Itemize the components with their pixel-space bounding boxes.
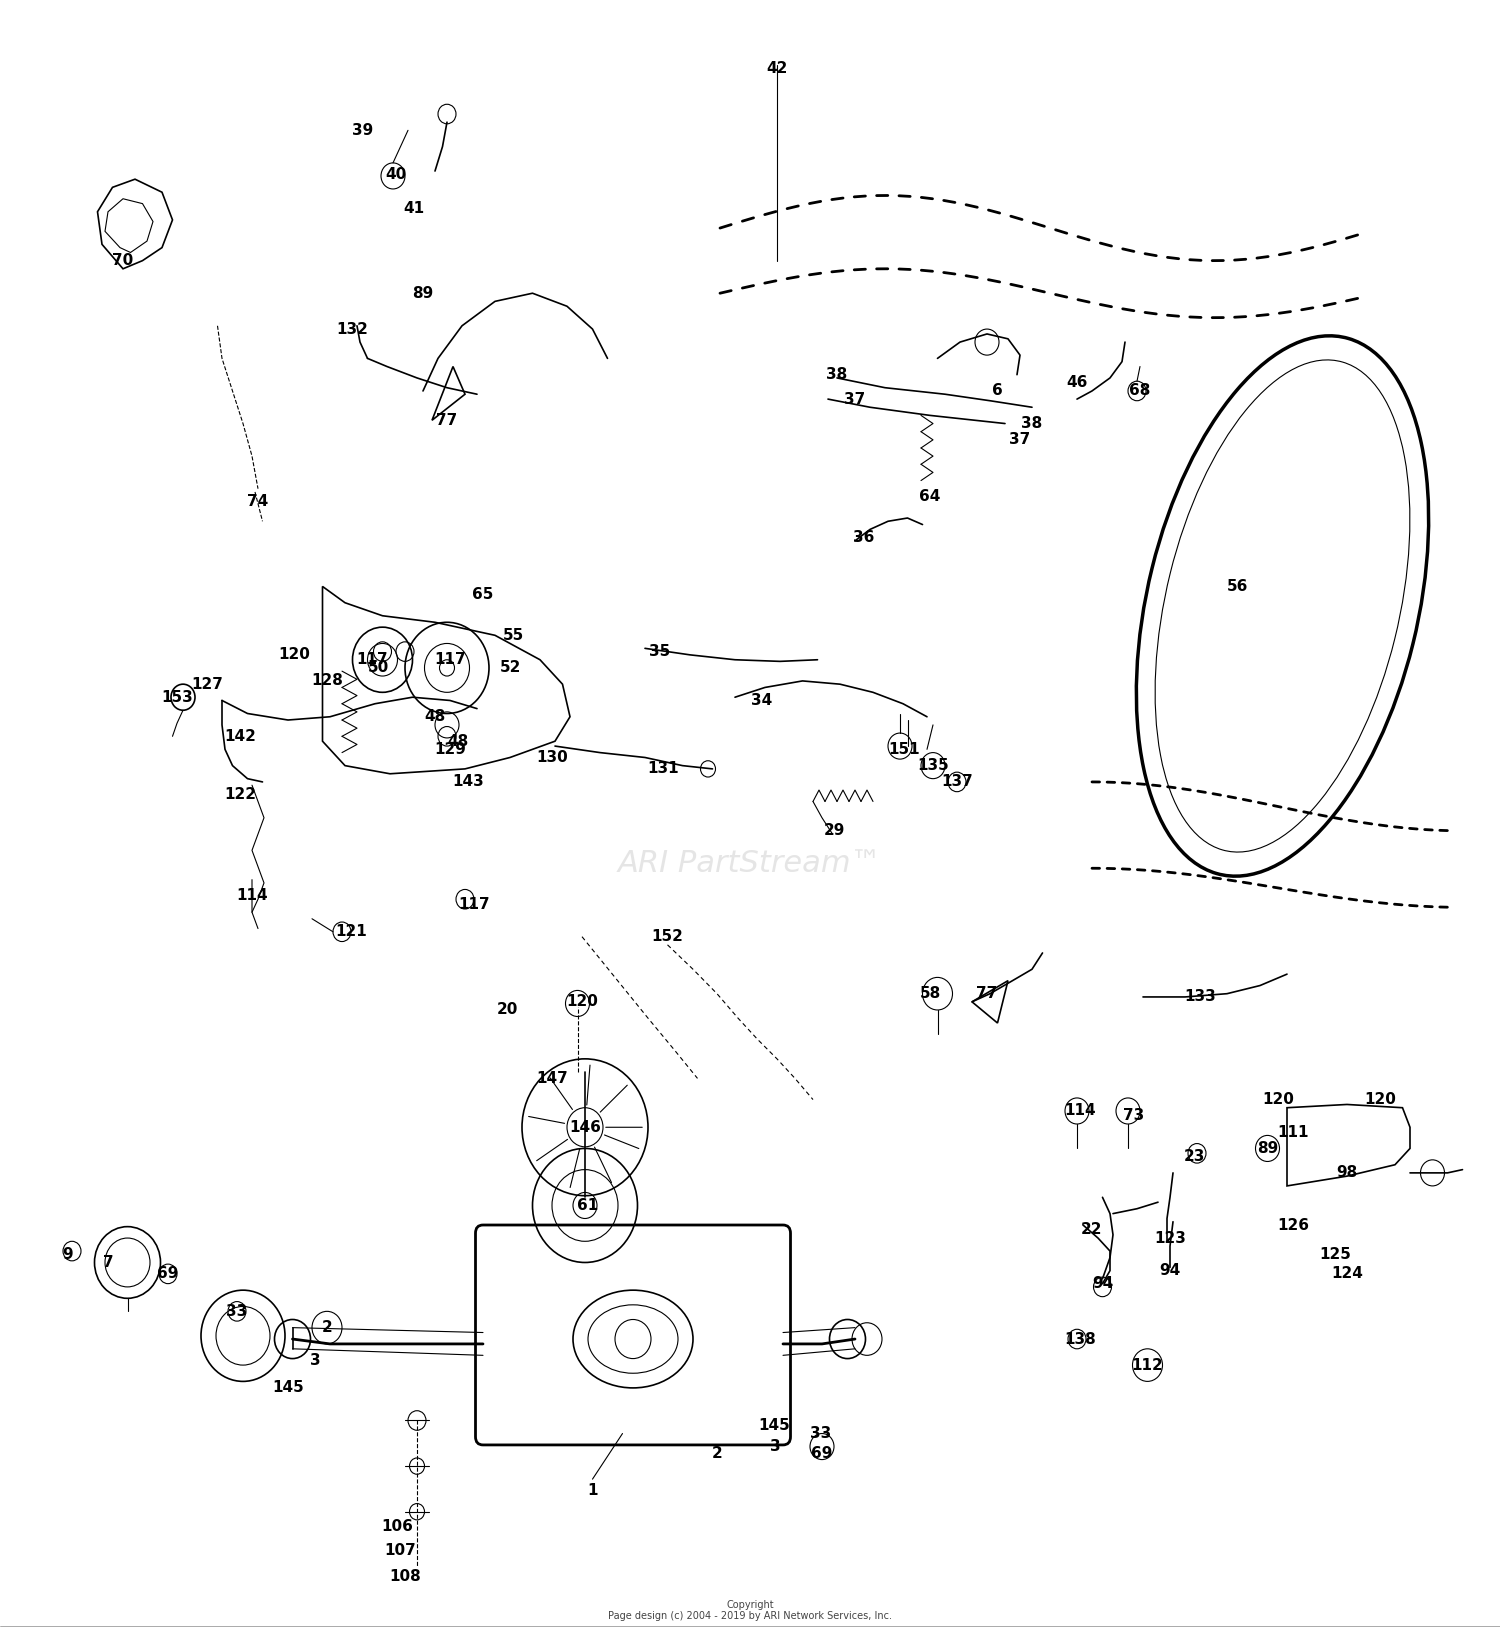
Text: 120: 120 bbox=[566, 994, 598, 1010]
Text: 114: 114 bbox=[236, 888, 268, 904]
Text: 123: 123 bbox=[1154, 1230, 1186, 1246]
Text: 39: 39 bbox=[352, 122, 374, 138]
Text: 9: 9 bbox=[62, 1246, 74, 1262]
Text: 1: 1 bbox=[588, 1482, 597, 1499]
Text: 117: 117 bbox=[458, 896, 490, 912]
Text: 52: 52 bbox=[500, 660, 520, 676]
Text: 33: 33 bbox=[226, 1303, 248, 1319]
Text: 41: 41 bbox=[404, 200, 424, 217]
Text: 106: 106 bbox=[381, 1518, 414, 1535]
Text: 145: 145 bbox=[758, 1417, 790, 1434]
Text: 56: 56 bbox=[1227, 578, 1248, 595]
Text: 135: 135 bbox=[916, 757, 950, 774]
Text: 6: 6 bbox=[992, 383, 1004, 399]
Text: 146: 146 bbox=[568, 1119, 602, 1135]
Text: 130: 130 bbox=[536, 749, 568, 766]
Text: 124: 124 bbox=[1330, 1266, 1364, 1282]
Text: 20: 20 bbox=[496, 1002, 517, 1018]
Text: 40: 40 bbox=[386, 166, 406, 182]
Text: 23: 23 bbox=[1184, 1148, 1204, 1165]
Text: 126: 126 bbox=[1276, 1217, 1310, 1233]
Text: 114: 114 bbox=[1064, 1103, 1096, 1119]
Text: 77: 77 bbox=[436, 412, 457, 428]
Text: 145: 145 bbox=[272, 1380, 304, 1396]
Text: 3: 3 bbox=[309, 1352, 321, 1368]
Text: 69: 69 bbox=[158, 1266, 178, 1282]
Text: 107: 107 bbox=[384, 1543, 417, 1559]
Text: 108: 108 bbox=[388, 1569, 422, 1585]
Text: 46: 46 bbox=[1066, 375, 1088, 391]
Text: 120: 120 bbox=[1262, 1091, 1294, 1108]
Text: 129: 129 bbox=[433, 741, 466, 757]
Text: 89: 89 bbox=[1257, 1140, 1278, 1157]
Text: 117: 117 bbox=[433, 652, 466, 668]
Text: 68: 68 bbox=[1130, 383, 1150, 399]
Text: 61: 61 bbox=[578, 1197, 598, 1214]
Text: 42: 42 bbox=[766, 60, 788, 77]
Text: 35: 35 bbox=[650, 643, 670, 660]
Text: 132: 132 bbox=[336, 321, 369, 337]
Text: 37: 37 bbox=[844, 391, 865, 407]
Text: 22: 22 bbox=[1082, 1222, 1102, 1238]
Text: 33: 33 bbox=[810, 1425, 831, 1442]
Text: 70: 70 bbox=[112, 252, 134, 269]
Text: 77: 77 bbox=[976, 986, 998, 1002]
Text: 147: 147 bbox=[536, 1070, 568, 1087]
Text: 143: 143 bbox=[452, 774, 484, 790]
Text: 48: 48 bbox=[424, 709, 445, 725]
Text: 3: 3 bbox=[770, 1438, 782, 1455]
Text: 151: 151 bbox=[888, 741, 921, 757]
Text: 94: 94 bbox=[1160, 1262, 1180, 1279]
Text: 48: 48 bbox=[447, 733, 468, 749]
Text: 65: 65 bbox=[472, 586, 494, 603]
Text: 120: 120 bbox=[1364, 1091, 1396, 1108]
Text: 58: 58 bbox=[920, 986, 940, 1002]
Text: 111: 111 bbox=[1276, 1124, 1308, 1140]
Text: 117: 117 bbox=[356, 652, 388, 668]
Text: 153: 153 bbox=[160, 689, 194, 705]
Text: 138: 138 bbox=[1064, 1331, 1096, 1347]
Text: 73: 73 bbox=[1124, 1108, 1144, 1124]
Text: 29: 29 bbox=[824, 823, 844, 839]
Text: 137: 137 bbox=[940, 774, 974, 790]
Text: 69: 69 bbox=[812, 1445, 832, 1461]
Text: 50: 50 bbox=[368, 660, 388, 676]
Text: 142: 142 bbox=[224, 728, 256, 744]
Text: 128: 128 bbox=[310, 673, 344, 689]
Text: 121: 121 bbox=[334, 924, 368, 940]
Text: 98: 98 bbox=[1336, 1165, 1358, 1181]
Text: Copyright: Copyright bbox=[726, 1600, 774, 1609]
Text: ARI PartStream™: ARI PartStream™ bbox=[618, 849, 882, 878]
Text: 112: 112 bbox=[1131, 1357, 1164, 1373]
Text: 64: 64 bbox=[920, 489, 940, 505]
Text: 37: 37 bbox=[1010, 432, 1031, 448]
Text: 74: 74 bbox=[248, 494, 268, 510]
Text: 122: 122 bbox=[224, 787, 256, 803]
Text: 89: 89 bbox=[413, 285, 434, 301]
Text: 120: 120 bbox=[278, 647, 310, 663]
Text: 125: 125 bbox=[1318, 1246, 1352, 1262]
Text: 2: 2 bbox=[711, 1445, 723, 1461]
Text: 2: 2 bbox=[321, 1319, 333, 1336]
Text: Page design (c) 2004 - 2019 by ARI Network Services, Inc.: Page design (c) 2004 - 2019 by ARI Netwo… bbox=[608, 1611, 892, 1621]
Text: 34: 34 bbox=[752, 692, 772, 709]
Text: 131: 131 bbox=[646, 761, 680, 777]
Text: 38: 38 bbox=[827, 367, 848, 383]
Text: 94: 94 bbox=[1092, 1276, 1113, 1292]
Circle shape bbox=[440, 660, 454, 676]
Text: 55: 55 bbox=[503, 627, 524, 643]
Text: 7: 7 bbox=[102, 1254, 114, 1271]
Text: 127: 127 bbox=[190, 676, 224, 692]
Text: 152: 152 bbox=[651, 929, 684, 945]
Text: 38: 38 bbox=[1022, 415, 1042, 432]
Text: 133: 133 bbox=[1184, 989, 1216, 1005]
Text: 36: 36 bbox=[853, 529, 874, 546]
